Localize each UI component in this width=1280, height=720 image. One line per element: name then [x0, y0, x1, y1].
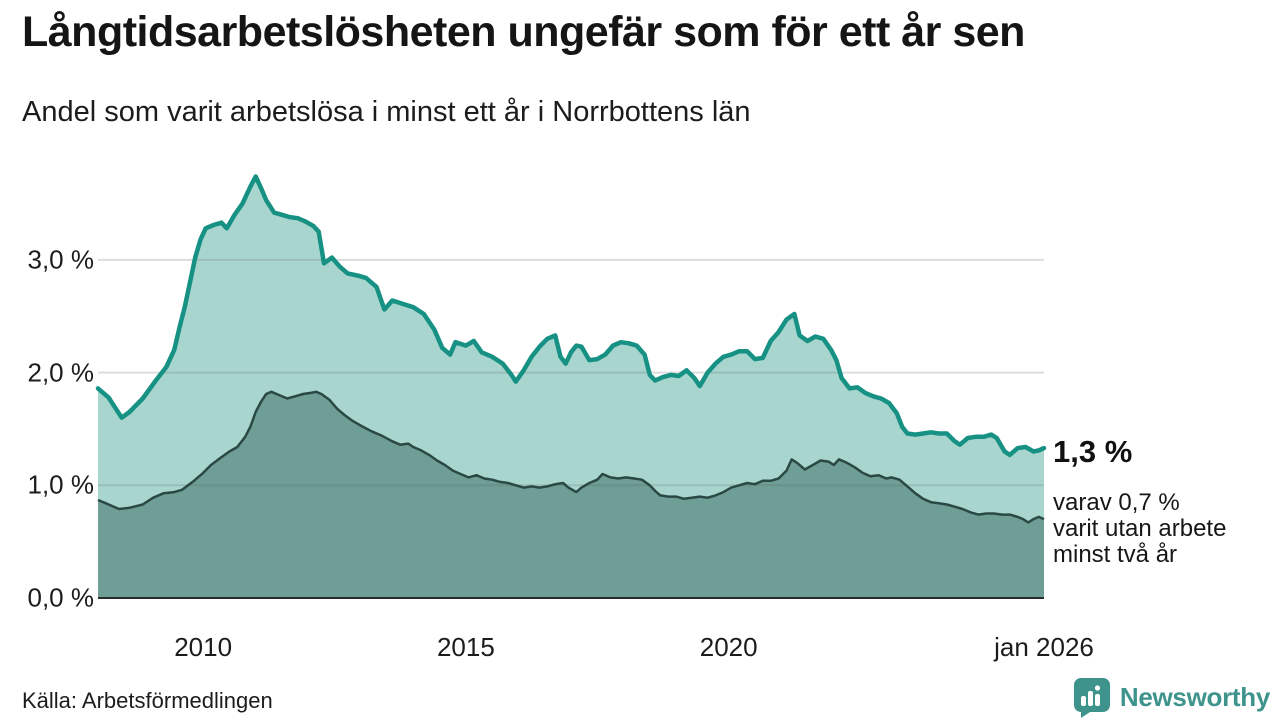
line-1yr	[95, 174, 1047, 458]
note-line-3: minst två år	[1053, 541, 1178, 568]
x-tick-label: 2020	[699, 632, 758, 662]
y-tick-label: 2,0 %	[27, 357, 95, 388]
final-value-label: 1,3 %	[1053, 434, 1133, 469]
line-2yr	[97, 390, 1045, 524]
x-tick-label: 2015	[436, 632, 495, 662]
bar-chart-speech-bubble-icon	[1073, 678, 1110, 718]
brand-name: Newsworthy	[1119, 681, 1270, 712]
source-credit: Källa: Arbetsförmedlingen	[22, 688, 273, 713]
y-tick-label: 3,0 %	[27, 244, 95, 275]
newsworthy-logo: Newsworthy	[1072, 676, 1270, 718]
y-tick-label: 1,0 %	[27, 469, 95, 500]
x-tick-label: 2010	[174, 632, 233, 662]
area-2yr	[98, 391, 1044, 598]
note-line-1: varav 0,7 %	[1053, 489, 1180, 516]
chart-title: Långtidsarbetslösheten ungefär som för e…	[22, 8, 1025, 56]
y-tick-label: 0,0 %	[27, 582, 95, 613]
x-tick-label: jan 2026	[994, 632, 1094, 662]
final-value-note: varav 0,7 % varit utan arbete minst två …	[1053, 490, 1226, 568]
chart-subtitle: Andel som varit arbetslösa i minst ett å…	[22, 96, 751, 128]
note-line-2: varit utan arbete	[1053, 515, 1227, 542]
